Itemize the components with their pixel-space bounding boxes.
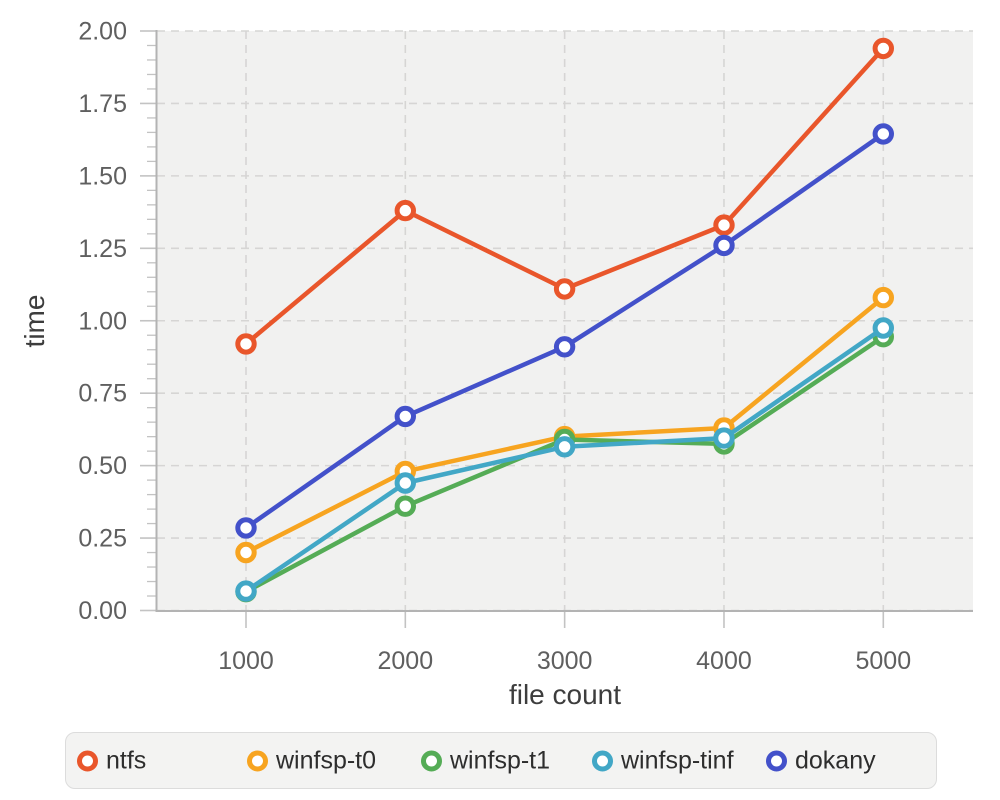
y-tick-label: 0.75: [78, 380, 127, 408]
data-point-winfsp-tinf-3000: [553, 436, 576, 458]
y-axis-title: time: [19, 295, 50, 348]
legend-label-winfsp-t0: winfsp-t0: [276, 746, 377, 774]
legend-label-dokany: dokany: [795, 746, 876, 774]
legend-marker-dokany-icon: [766, 750, 787, 771]
legend-item-ntfs[interactable]: ntfs: [77, 748, 146, 773]
legend-label-winfsp-tinf: winfsp-tinf: [621, 746, 734, 774]
y-tick-label: 0.50: [78, 452, 127, 480]
y-tick-label: 0.00: [78, 597, 127, 625]
data-point-dokany-2000: [394, 405, 416, 428]
legend-item-dokany[interactable]: dokany: [766, 748, 876, 773]
x-tick-label: 1000: [218, 647, 274, 675]
data-point-ntfs-4000: [713, 214, 735, 236]
line-chart-canvas: 0.00 0.25 0.50 0.75 1.00 1.25 1.50 1.75 2.00 1000…: [19, 18, 973, 710]
data-point-winfsp-t0-1000: [235, 541, 257, 564]
data-point-ntfs-1000: [235, 333, 257, 355]
data-point-ntfs-2000: [394, 199, 416, 222]
legend-marker-winfsp-t1-icon: [421, 750, 442, 771]
y-tick-label: 0.25: [78, 525, 127, 553]
legend-marker-ntfs-icon: [77, 750, 98, 771]
legend-item-winfsp-tinf[interactable]: winfsp-tinf: [592, 748, 734, 773]
y-tick-label: 2.00: [78, 18, 127, 46]
data-point-dokany-4000: [713, 234, 735, 257]
y-tick-label: 1.00: [78, 307, 127, 335]
data-point-dokany-1000: [235, 517, 257, 539]
legend-item-winfsp-t1[interactable]: winfsp-t1: [421, 748, 550, 773]
data-point-winfsp-tinf-2000: [394, 472, 416, 494]
legend-label-winfsp-t1: winfsp-t1: [450, 746, 551, 774]
data-point-ntfs-5000: [872, 37, 894, 60]
data-point-winfsp-tinf-1000: [235, 580, 257, 602]
x-tick-label: 2000: [378, 647, 434, 675]
data-point-winfsp-tinf-5000: [872, 317, 894, 339]
data-point-winfsp-tinf-4000: [713, 427, 735, 449]
legend-item-winfsp-t0[interactable]: winfsp-t0: [247, 748, 376, 773]
legend-marker-winfsp-t0-icon: [247, 750, 268, 771]
legend-marker-winfsp-tinf-icon: [592, 750, 613, 771]
data-point-dokany-3000: [553, 336, 576, 358]
y-tick-label: 1.75: [78, 90, 127, 118]
x-tick-label: 3000: [537, 647, 593, 675]
data-point-dokany-5000: [872, 123, 894, 145]
x-tick-label: 4000: [696, 647, 752, 675]
data-point-winfsp-t1-2000: [394, 495, 416, 517]
legend: ntfs winfsp-t0 winfsp-t1 winfsp-tinf dokany: [65, 732, 937, 789]
x-axis-title: file count: [509, 679, 621, 710]
y-tick-label: 1.25: [78, 235, 127, 263]
data-point-winfsp-t0-5000: [872, 286, 894, 309]
x-tick-label: 5000: [855, 647, 911, 675]
data-point-ntfs-3000: [553, 278, 576, 300]
legend-label-ntfs: ntfs: [106, 746, 147, 774]
y-tick-label: 1.50: [78, 162, 127, 190]
